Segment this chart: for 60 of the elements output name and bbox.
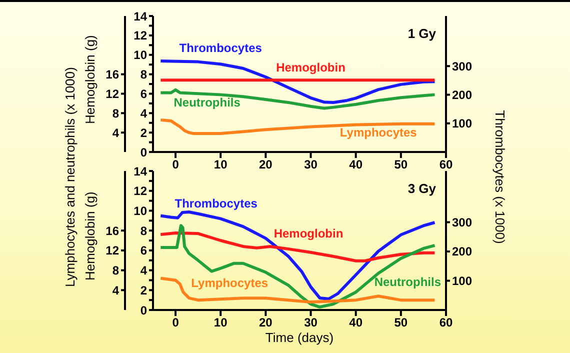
series-label: Thrombocytes <box>174 196 258 211</box>
y3-tick-label: 8 <box>112 264 120 278</box>
series-label: Neutrophils <box>174 95 241 110</box>
text: 1 Gy <box>408 26 437 41</box>
y2-axis-title: Thrombocytes (x 1000) <box>492 110 508 244</box>
x-tick-label: 10 <box>214 316 228 330</box>
y-axis-title: Lymphocytes and neutrophils (x 1000) <box>62 67 78 287</box>
y-tick-label: 14 <box>134 164 148 178</box>
x-tick-label: 60 <box>439 158 453 172</box>
x-tick-label: 50 <box>394 316 408 330</box>
y3-tick-label: 4 <box>112 126 120 140</box>
y-tick-label: 2 <box>140 126 148 140</box>
y-tick-label: 6 <box>140 86 148 101</box>
x-tick-label: 10 <box>214 158 228 172</box>
y-tick-label: 0 <box>140 145 148 160</box>
y2-tick-label: 100 <box>452 116 472 131</box>
y-tick-label: 4 <box>140 106 148 120</box>
y2-tick-label: 200 <box>452 244 472 259</box>
y3-axis-title: Hemoglobin (g) <box>82 192 98 280</box>
x-tick-label: 40 <box>349 316 363 330</box>
y3-tick-label: 12 <box>106 86 120 101</box>
y-tick-label: 10 <box>134 48 148 62</box>
x-tick-label: 50 <box>394 158 408 172</box>
y3-tick-label: 16 <box>106 68 120 82</box>
y3-tick-label: 4 <box>112 283 120 298</box>
x-tick-label: 60 <box>439 316 453 330</box>
y-tick-label: 8 <box>140 68 148 82</box>
y-tick-label: 12 <box>134 184 148 198</box>
y2-tick-label: 200 <box>452 88 472 102</box>
x-tick-label: 0 <box>172 158 180 172</box>
y-tick-label: 4 <box>140 264 148 278</box>
x-tick-label: 30 <box>304 316 318 330</box>
y-tick-label: 0 <box>140 303 148 318</box>
y3-tick-label: 16 <box>106 224 120 238</box>
x-tick-label: 20 <box>259 158 273 172</box>
y-tick-label: 12 <box>134 28 148 43</box>
text: 3 Gy <box>408 181 437 196</box>
y-tick-label: 8 <box>140 224 148 238</box>
series-label: Neutrophils <box>374 275 442 290</box>
y2-tick-label: 300 <box>452 59 472 74</box>
series-label: Thrombocytes <box>179 40 262 55</box>
series-label: Lymphocytes <box>340 125 418 140</box>
y-tick-label: 10 <box>134 204 148 218</box>
y3-tick-label: 12 <box>106 244 120 258</box>
y-tick-label: 2 <box>140 283 148 298</box>
series-label: Lymphocytes <box>191 276 268 290</box>
y-tick-label: 14 <box>134 9 148 24</box>
y-tick-label: 6 <box>140 244 148 258</box>
y3-axis-title: Hemoglobin (g) <box>82 35 98 124</box>
y2-tick-label: 100 <box>452 274 472 288</box>
x-tick-label: 30 <box>304 158 318 172</box>
x-tick-label: 40 <box>349 158 363 172</box>
series-label: Hemoglobin <box>276 60 346 74</box>
y2-tick-label: 300 <box>452 215 472 230</box>
x-axis-title: Time (days) <box>265 330 334 345</box>
x-tick-label: 20 <box>259 316 273 330</box>
x-tick-label: 0 <box>172 316 180 330</box>
y3-tick-label: 8 <box>112 106 120 120</box>
series-label: Hemoglobin <box>274 226 344 241</box>
line-series <box>159 88 436 110</box>
